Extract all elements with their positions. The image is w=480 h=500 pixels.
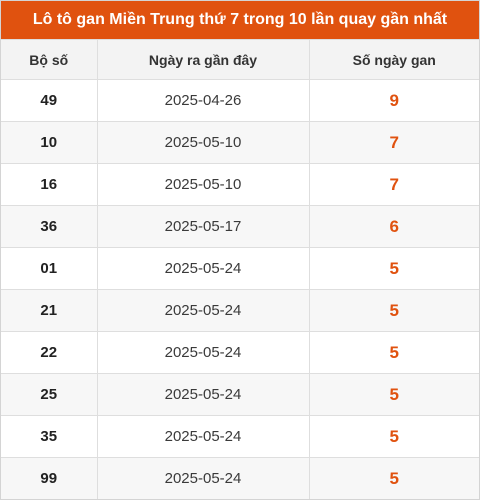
cell-date: 2025-05-24	[96, 373, 310, 416]
cell-number: 16	[1, 163, 98, 206]
cell-number: 01	[1, 247, 98, 290]
table-row: 16 2025-05-10 7	[1, 163, 479, 206]
header-days-absent: Số ngày gan	[308, 39, 479, 80]
cell-date: 2025-05-24	[96, 415, 310, 458]
cell-number: 25	[1, 373, 98, 416]
table-body: 49 2025-04-26 9 10 2025-05-10 7 16 2025-…	[1, 79, 479, 499]
cell-days: 5	[308, 373, 479, 416]
table-row: 22 2025-05-24 5	[1, 331, 479, 374]
cell-days: 5	[308, 457, 479, 499]
cell-date: 2025-05-24	[96, 247, 310, 290]
table-row: 21 2025-05-24 5	[1, 289, 479, 332]
cell-days: 9	[308, 79, 479, 122]
cell-number: 35	[1, 415, 98, 458]
cell-number: 99	[1, 457, 98, 499]
cell-date: 2025-05-17	[96, 205, 310, 248]
cell-days: 5	[308, 331, 479, 374]
header-recent-date: Ngày ra gần đây	[96, 39, 310, 80]
header-row: Bộ số Ngày ra gần đây Số ngày gan	[1, 39, 479, 80]
table-row: 35 2025-05-24 5	[1, 415, 479, 458]
cell-days: 5	[308, 247, 479, 290]
cell-date: 2025-05-24	[96, 289, 310, 332]
lo-gan-table: Bộ số Ngày ra gần đây Số ngày gan 49 202…	[1, 39, 479, 499]
cell-number: 21	[1, 289, 98, 332]
cell-date: 2025-05-10	[96, 121, 310, 164]
cell-number: 49	[1, 79, 98, 122]
cell-days: 5	[308, 289, 479, 332]
table-row: 49 2025-04-26 9	[1, 79, 479, 122]
table-row: 10 2025-05-10 7	[1, 121, 479, 164]
table-row: 99 2025-05-24 5	[1, 457, 479, 499]
cell-number: 36	[1, 205, 98, 248]
cell-date: 2025-04-26	[96, 79, 310, 122]
table-row: 36 2025-05-17 6	[1, 205, 479, 248]
cell-date: 2025-05-24	[96, 331, 310, 374]
cell-days: 6	[308, 205, 479, 248]
table-title: Lô tô gan Miền Trung thứ 7 trong 10 lần …	[1, 1, 479, 39]
table-row: 01 2025-05-24 5	[1, 247, 479, 290]
header-number: Bộ số	[1, 39, 98, 80]
table-row: 25 2025-05-24 5	[1, 373, 479, 416]
cell-days: 7	[308, 163, 479, 206]
table-header: Bộ số Ngày ra gần đây Số ngày gan	[1, 39, 479, 80]
cell-days: 7	[308, 121, 479, 164]
cell-date: 2025-05-24	[96, 457, 310, 499]
cell-number: 10	[1, 121, 98, 164]
cell-days: 5	[308, 415, 479, 458]
cell-number: 22	[1, 331, 98, 374]
cell-date: 2025-05-10	[96, 163, 310, 206]
